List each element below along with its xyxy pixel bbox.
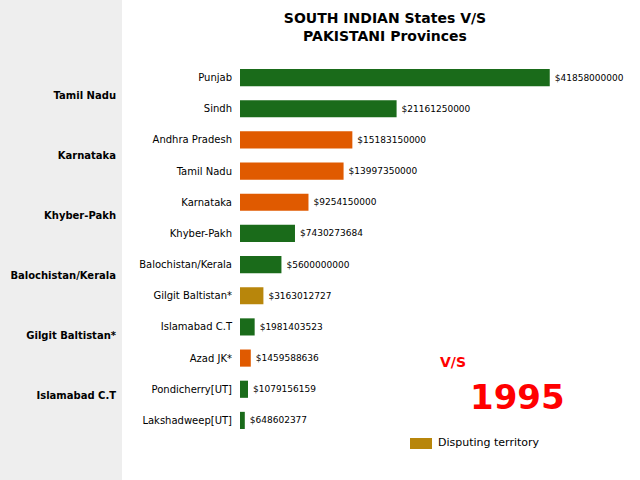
svg-text:$15183150000: $15183150000	[357, 135, 426, 145]
svg-text:$1079156159: $1079156159	[253, 384, 316, 394]
svg-text:Balochistan/Kerala: Balochistan/Kerala	[139, 259, 232, 270]
svg-text:Andhra Pradesh: Andhra Pradesh	[153, 134, 232, 145]
svg-text:PAKISTANI Provinces: PAKISTANI Provinces	[303, 28, 467, 44]
svg-text:$13997350000: $13997350000	[349, 166, 418, 176]
svg-text:Punjab: Punjab	[198, 72, 232, 83]
svg-text:Gilgit Baltistan*: Gilgit Baltistan*	[26, 330, 117, 341]
svg-text:$7430273684: $7430273684	[300, 228, 363, 238]
svg-text:Karnataka: Karnataka	[58, 150, 116, 161]
svg-text:$5600000000: $5600000000	[286, 260, 349, 270]
svg-text:Islamabad C.T: Islamabad C.T	[161, 321, 233, 332]
svg-text:Karnataka: Karnataka	[181, 197, 232, 208]
svg-text:Tamil Nadu: Tamil Nadu	[54, 90, 116, 101]
svg-text:Tamil Nadu: Tamil Nadu	[176, 166, 232, 177]
svg-text:Disputing territory: Disputing territory	[438, 436, 540, 449]
svg-text:Azad JK*: Azad JK*	[190, 353, 232, 364]
svg-text:$21161250000: $21161250000	[402, 104, 471, 114]
svg-text:$9254150000: $9254150000	[313, 197, 376, 207]
svg-text:$1459588636: $1459588636	[256, 353, 319, 363]
svg-text:Balochistan/Kerala: Balochistan/Kerala	[10, 270, 116, 281]
svg-text:$1981403523: $1981403523	[260, 322, 323, 332]
svg-text:Sindh: Sindh	[204, 103, 232, 114]
svg-text:Lakshadweep[UT]: Lakshadweep[UT]	[142, 415, 232, 426]
svg-text:$3163012727: $3163012727	[268, 291, 331, 301]
svg-text:Khyber-Pakh: Khyber-Pakh	[170, 228, 232, 239]
svg-text:Gilgit Baltistan*: Gilgit Baltistan*	[153, 290, 232, 301]
svg-text:V/S: V/S	[440, 354, 466, 370]
svg-text:$648602377: $648602377	[250, 415, 307, 425]
svg-text:Islamabad C.T: Islamabad C.T	[36, 390, 116, 401]
svg-text:SOUTH INDIAN States V/S: SOUTH INDIAN States V/S	[284, 10, 486, 26]
svg-text:Pondicherry[UT]: Pondicherry[UT]	[152, 384, 233, 395]
svg-text:$41858000000: $41858000000	[555, 73, 624, 83]
svg-text:Khyber-Pakh: Khyber-Pakh	[44, 210, 116, 221]
svg-text:1995: 1995	[470, 377, 565, 417]
